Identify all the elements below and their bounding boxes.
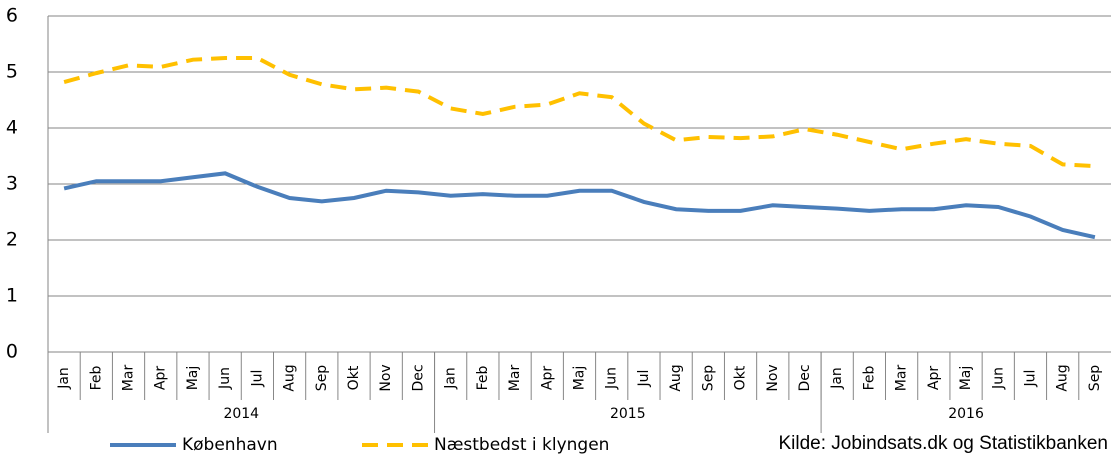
x-tick-label: Mar xyxy=(507,365,523,392)
series-line xyxy=(63,171,1096,240)
x-tick-label: Feb xyxy=(475,365,491,390)
y-tick-label: 4 xyxy=(6,117,18,139)
x-tick-label: Maj xyxy=(958,366,974,391)
y-tick-label: 5 xyxy=(6,61,18,83)
x-tick-label: Jun xyxy=(990,367,1006,390)
y-tick-label: 6 xyxy=(6,5,18,27)
x-tick-label: Jul xyxy=(1022,370,1038,388)
x-tick-label: Jan xyxy=(829,367,845,390)
series-line xyxy=(63,56,1095,169)
legend-label: København xyxy=(182,435,278,455)
x-tick-label: Feb xyxy=(88,365,104,390)
y-tick-label: 0 xyxy=(6,341,18,363)
x-tick-label: Aug xyxy=(1055,364,1071,391)
legend-label: Næstbedst i klyngen xyxy=(434,435,609,455)
x-tick-label: Mar xyxy=(894,365,910,392)
x-tick-label: Jan xyxy=(443,367,459,390)
x-tick-label: Jul xyxy=(249,370,265,388)
x-tick-label: Nov xyxy=(378,364,394,391)
y-tick-label: 1 xyxy=(6,285,18,307)
x-tick-label: Jan xyxy=(56,367,72,390)
x-tick-label: Sep xyxy=(314,365,330,392)
x-tick-label: Maj xyxy=(572,366,588,391)
x-tick-label: Apr xyxy=(153,366,169,390)
x-tick-label: Jun xyxy=(604,367,620,390)
x-tick-label: Sep xyxy=(700,365,716,392)
x-tick-label: Dec xyxy=(797,364,813,391)
x-group-label: 2015 xyxy=(610,406,646,422)
source-note: Kilde: Jobindsats.dk og Statistikbanken xyxy=(778,433,1108,454)
x-tick-label: Okt xyxy=(346,365,362,390)
x-tick-label: Dec xyxy=(410,364,426,391)
x-tick-label: Aug xyxy=(282,364,298,391)
x-tick-label: Nov xyxy=(765,364,781,391)
y-tick-label: 3 xyxy=(6,173,18,195)
x-tick-label: Apr xyxy=(539,366,555,390)
x-tick-label: Sep xyxy=(1087,365,1103,392)
x-tick-label: Okt xyxy=(733,365,749,390)
x-group-label: 2016 xyxy=(948,406,984,422)
y-tick-label: 2 xyxy=(6,229,18,251)
x-group-label: 2014 xyxy=(223,406,259,422)
x-tick-label: Maj xyxy=(185,366,201,391)
x-tick-label: Mar xyxy=(121,365,137,392)
x-tick-label: Aug xyxy=(668,364,684,391)
x-tick-label: Apr xyxy=(926,366,942,390)
x-tick-label: Jun xyxy=(217,367,233,390)
x-tick-label: Jul xyxy=(636,370,652,388)
x-tick-label: Feb xyxy=(861,365,877,390)
